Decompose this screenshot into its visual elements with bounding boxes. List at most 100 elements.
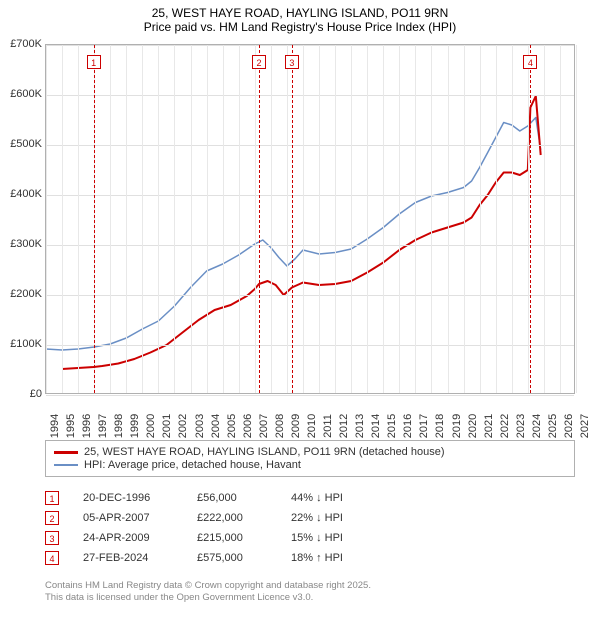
x-tick-label: 2017 [418, 414, 430, 438]
sale-marker-badge: 4 [523, 55, 537, 69]
x-tick-label: 2006 [242, 414, 254, 438]
legend-label: HPI: Average price, detached house, Hava… [84, 459, 301, 471]
x-tick-label: 2025 [547, 414, 559, 438]
gridline-vertical [448, 45, 449, 393]
x-tick-label: 2007 [258, 414, 270, 438]
x-tick-label: 2011 [322, 414, 334, 438]
x-tick-label: 2010 [306, 414, 318, 438]
gridline-vertical [496, 45, 497, 393]
x-tick-label: 2021 [483, 414, 495, 438]
chart-plot-area: 1234 [45, 44, 575, 394]
x-tick-label: 1994 [49, 414, 61, 438]
x-tick-label: 2009 [290, 414, 302, 438]
sales-delta: 15% ↓ HPI [291, 532, 381, 544]
sales-badge: 2 [45, 511, 59, 525]
gridline-vertical [271, 45, 272, 393]
gridline-vertical [319, 45, 320, 393]
x-tick-label: 1995 [65, 414, 77, 438]
legend-swatch [54, 451, 78, 454]
x-tick-label: 1999 [129, 414, 141, 438]
gridline-vertical [78, 45, 79, 393]
chart-container: 25, WEST HAYE ROAD, HAYLING ISLAND, PO11… [0, 0, 600, 620]
gridline-vertical [431, 45, 432, 393]
gridline-vertical [62, 45, 63, 393]
sales-price: £56,000 [197, 492, 267, 504]
y-tick-label: £700K [10, 38, 42, 50]
gridline-vertical [191, 45, 192, 393]
title-subtitle: Price paid vs. HM Land Registry's House … [0, 20, 600, 34]
gridline-vertical [126, 45, 127, 393]
gridline-vertical [174, 45, 175, 393]
sale-marker-badge: 3 [285, 55, 299, 69]
series-hpi [46, 118, 541, 351]
gridline-vertical [464, 45, 465, 393]
sale-marker-line [292, 45, 293, 393]
gridline-vertical [110, 45, 111, 393]
y-tick-label: £600K [10, 88, 42, 100]
series-price_paid [62, 96, 541, 369]
sales-price: £222,000 [197, 512, 267, 524]
sales-badge: 4 [45, 551, 59, 565]
gridline-vertical [255, 45, 256, 393]
x-tick-label: 2024 [531, 414, 543, 438]
gridline-vertical [303, 45, 304, 393]
x-tick-label: 2022 [499, 414, 511, 438]
footer-line-1: Contains HM Land Registry data © Crown c… [45, 580, 575, 592]
sale-marker-line [259, 45, 260, 393]
x-tick-label: 2027 [579, 414, 591, 438]
sales-delta: 44% ↓ HPI [291, 492, 381, 504]
gridline-vertical [512, 45, 513, 393]
x-tick-label: 2008 [274, 414, 286, 438]
sales-date: 20-DEC-1996 [83, 492, 173, 504]
sale-marker-badge: 1 [87, 55, 101, 69]
sales-row: 205-APR-2007£222,00022% ↓ HPI [45, 508, 575, 528]
x-tick-label: 1997 [97, 414, 109, 438]
y-tick-label: £400K [10, 188, 42, 200]
y-tick-label: £100K [10, 338, 42, 350]
title-block: 25, WEST HAYE ROAD, HAYLING ISLAND, PO11… [0, 0, 600, 36]
sales-date: 27-FEB-2024 [83, 552, 173, 564]
x-tick-label: 2023 [515, 414, 527, 438]
legend-swatch [54, 464, 78, 466]
x-tick-label: 2018 [434, 414, 446, 438]
legend-row: 25, WEST HAYE ROAD, HAYLING ISLAND, PO11… [54, 446, 566, 458]
sales-row: 427-FEB-2024£575,00018% ↑ HPI [45, 548, 575, 568]
x-tick-label: 2000 [145, 414, 157, 438]
y-axis: £0£100K£200K£300K£400K£500K£600K£700K [0, 44, 44, 394]
legend: 25, WEST HAYE ROAD, HAYLING ISLAND, PO11… [45, 440, 575, 477]
x-tick-label: 2013 [354, 414, 366, 438]
sales-table: 1 20-DEC-1996 £56,000 44% ↓ HPI 2 05-APR-2007… [45, 488, 575, 568]
gridline-horizontal [46, 395, 574, 396]
sales-badge: 3 [45, 531, 59, 545]
sales-row: 3 24-APR-2009 £215,000 15% ↓ HPI [45, 528, 575, 548]
legend-row: HPI: Average price, detached house, Hava… [54, 459, 566, 471]
x-tick-label: 2015 [386, 414, 398, 438]
footer-line-2: This data is licensed under the Open Gov… [45, 592, 575, 604]
x-tick-label: 1996 [81, 414, 93, 438]
sales-price: £215,000 [197, 532, 267, 544]
gridline-vertical [335, 45, 336, 393]
x-tick-label: 2014 [370, 414, 382, 438]
gridline-vertical [207, 45, 208, 393]
x-tick-label: 2026 [563, 414, 575, 438]
gridline-vertical [399, 45, 400, 393]
sale-marker-line [94, 45, 95, 393]
gridline-vertical [528, 45, 529, 393]
gridline-vertical [142, 45, 143, 393]
sales-date: 24-APR-2009 [83, 532, 173, 544]
x-tick-label: 2016 [402, 414, 414, 438]
y-tick-label: £0 [30, 388, 42, 400]
sales-badge: 1 [45, 491, 59, 505]
sales-row: 1 20-DEC-1996 £56,000 44% ↓ HPI [45, 488, 575, 508]
sales-delta: 18% ↑ HPI [291, 552, 381, 564]
x-tick-label: 2002 [177, 414, 189, 438]
x-tick-label: 2004 [210, 414, 222, 438]
gridline-vertical [287, 45, 288, 393]
gridline-vertical [46, 45, 47, 393]
x-tick-label: 2019 [451, 414, 463, 438]
sales-date: 05-APR-2007 [83, 512, 173, 524]
gridline-vertical [415, 45, 416, 393]
gridline-vertical [544, 45, 545, 393]
title-address: 25, WEST HAYE ROAD, HAYLING ISLAND, PO11… [0, 6, 600, 20]
legend-label: 25, WEST HAYE ROAD, HAYLING ISLAND, PO11… [84, 446, 445, 458]
